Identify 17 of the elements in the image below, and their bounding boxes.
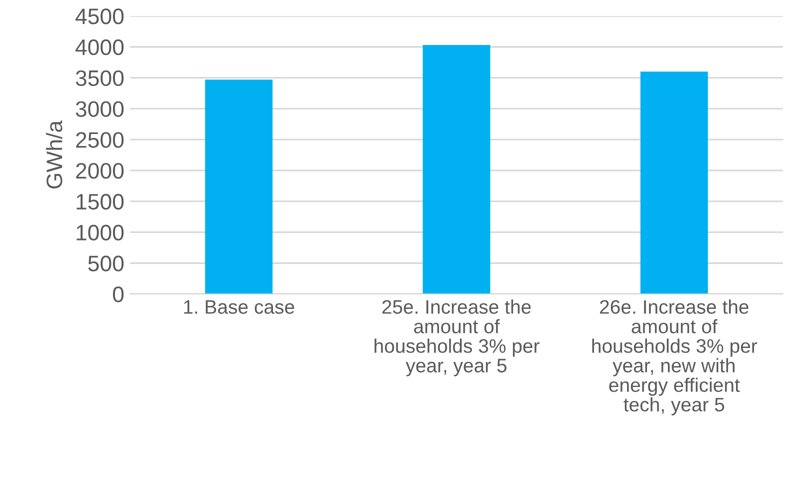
y-tick-label: 1000 [76,224,124,240]
y-tick-label: 1500 [76,194,124,210]
bar [422,45,490,294]
x-tick-label: 26e. Increase the amount of households 3% per year, new with energy efficient tech, year 5 [592,300,758,416]
y-tick-label: 0 [112,286,124,302]
y-tick-label: 4500 [76,8,124,24]
y-tick-label: 3000 [76,101,124,117]
x-tick-label: 1. Base case [184,300,294,314]
y-tick-label: 500 [88,256,124,272]
bar [640,72,708,294]
y-tick-label: 3500 [76,70,124,86]
y-tick-label: 2000 [76,162,124,179]
bar [205,80,273,294]
y-axis-title: GWh/a [46,120,62,188]
y-tick-label: 2500 [76,132,124,148]
y-tick-label: 4000 [76,39,124,56]
x-tick-label: 25e. Increase the amount of households 3% per year, year 5 [374,300,540,376]
